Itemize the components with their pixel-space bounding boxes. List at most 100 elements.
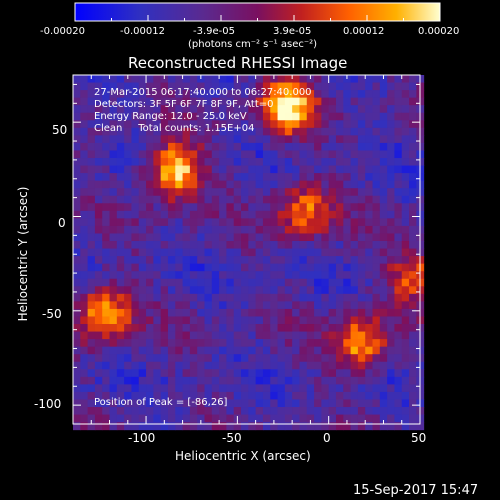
heatmap-cell — [204, 195, 213, 204]
heatmap-cell — [94, 293, 103, 302]
heatmap-cell — [153, 339, 162, 348]
heatmap-cell — [73, 293, 81, 302]
heatmap-cell — [219, 203, 227, 212]
heatmap-cell — [131, 346, 140, 355]
heatmap-cell — [73, 75, 81, 84]
heatmap-cell — [299, 271, 308, 280]
heatmap-cell — [314, 339, 322, 348]
heatmap-cell — [233, 127, 242, 136]
heatmap-cell — [284, 180, 293, 189]
heatmap-cell — [409, 241, 417, 250]
heatmap-cell — [401, 203, 410, 212]
heatmap-cell — [146, 346, 154, 355]
heatmap-cell — [131, 376, 140, 385]
heatmap-cell — [387, 316, 395, 325]
heatmap-cell — [197, 354, 205, 363]
heatmap-cell — [299, 142, 308, 151]
heatmap-cell — [182, 180, 191, 189]
heatmap-cell — [182, 75, 191, 84]
heatmap-cell — [277, 308, 286, 317]
heatmap-cell — [109, 158, 118, 167]
heatmap-cell — [372, 384, 381, 393]
heatmap-cell — [73, 354, 81, 363]
heatmap-cell — [321, 346, 330, 355]
heatmap-cell — [365, 384, 374, 393]
heatmap-cell — [109, 142, 118, 151]
heatmap-cell — [248, 112, 257, 121]
heatmap-cell — [116, 308, 125, 317]
heatmap-cell — [277, 150, 286, 159]
heatmap-cell — [219, 278, 227, 287]
heatmap-cell — [328, 308, 337, 317]
heatmap-cell — [306, 278, 315, 287]
heatmap-cell — [131, 173, 140, 182]
heatmap-cell — [284, 203, 293, 212]
heatmap-cell — [372, 233, 381, 242]
heatmap-cell — [219, 339, 227, 348]
heatmap-cell — [379, 414, 388, 423]
heatmap-cell — [138, 248, 147, 257]
heatmap-cell — [321, 271, 330, 280]
heatmap-cell — [277, 407, 286, 416]
heatmap-cell — [197, 173, 205, 182]
heatmap-cell — [87, 376, 96, 385]
heatmap-cell — [372, 195, 381, 204]
heatmap-cell — [73, 105, 81, 114]
heatmap-cell — [314, 248, 322, 257]
heatmap-cell — [343, 248, 352, 257]
heatmap-cell — [306, 97, 315, 106]
heatmap-cell — [146, 105, 154, 114]
heatmap-cell — [277, 263, 286, 272]
heatmap-cell — [365, 120, 374, 129]
heatmap-cell — [167, 308, 176, 317]
heatmap-cell — [211, 361, 220, 370]
heatmap-cell — [343, 158, 352, 167]
heatmap-cell — [262, 422, 271, 431]
heatmap-cell — [394, 301, 403, 310]
heatmap-cell — [124, 399, 132, 408]
heatmap-cell — [167, 248, 176, 257]
heatmap-cell — [372, 218, 381, 227]
heatmap-cell — [299, 218, 308, 227]
heatmap-cell — [350, 361, 359, 370]
heatmap-cell — [87, 112, 96, 121]
heatmap-cell — [175, 399, 184, 408]
heatmap-cell — [197, 369, 205, 378]
heatmap-cell — [284, 195, 293, 204]
heatmap-cell — [357, 165, 366, 174]
heatmap-cell — [219, 75, 227, 84]
info-energy-range: Energy Range: 12.0 - 25.0 keV — [94, 111, 247, 122]
heatmap-cell — [357, 97, 366, 106]
heatmap-cell — [306, 218, 315, 227]
heatmap-cell — [189, 210, 198, 219]
heatmap-cell — [153, 90, 162, 99]
heatmap-cell — [211, 165, 220, 174]
heatmap-cell — [255, 308, 264, 317]
heatmap-cell — [109, 248, 118, 257]
heatmap-cell — [153, 316, 162, 325]
heatmap-cell — [248, 150, 257, 159]
heatmap-cell — [131, 308, 140, 317]
heatmap-cell — [387, 90, 395, 99]
heatmap-cell — [372, 361, 381, 370]
heatmap-cell — [233, 399, 242, 408]
heatmap-cell — [335, 165, 344, 174]
heatmap-cell — [321, 210, 330, 219]
heatmap-cell — [219, 135, 227, 144]
heatmap-cell — [379, 142, 388, 151]
heatmap-cell — [350, 293, 359, 302]
heatmap-cell — [387, 165, 395, 174]
heatmap-cell — [262, 354, 271, 363]
heatmap-cell — [241, 241, 249, 250]
heatmap-cell — [401, 188, 410, 197]
heatmap-cell — [160, 361, 169, 370]
heatmap-cell — [189, 82, 198, 91]
heatmap-cell — [350, 316, 359, 325]
heatmap-cell — [226, 203, 235, 212]
heatmap-cell — [226, 263, 235, 272]
heatmap-cell — [116, 105, 125, 114]
heatmap-cell — [160, 331, 169, 340]
heatmap-cell — [226, 105, 235, 114]
heatmap-cell — [73, 248, 81, 257]
heatmap-cell — [94, 399, 103, 408]
